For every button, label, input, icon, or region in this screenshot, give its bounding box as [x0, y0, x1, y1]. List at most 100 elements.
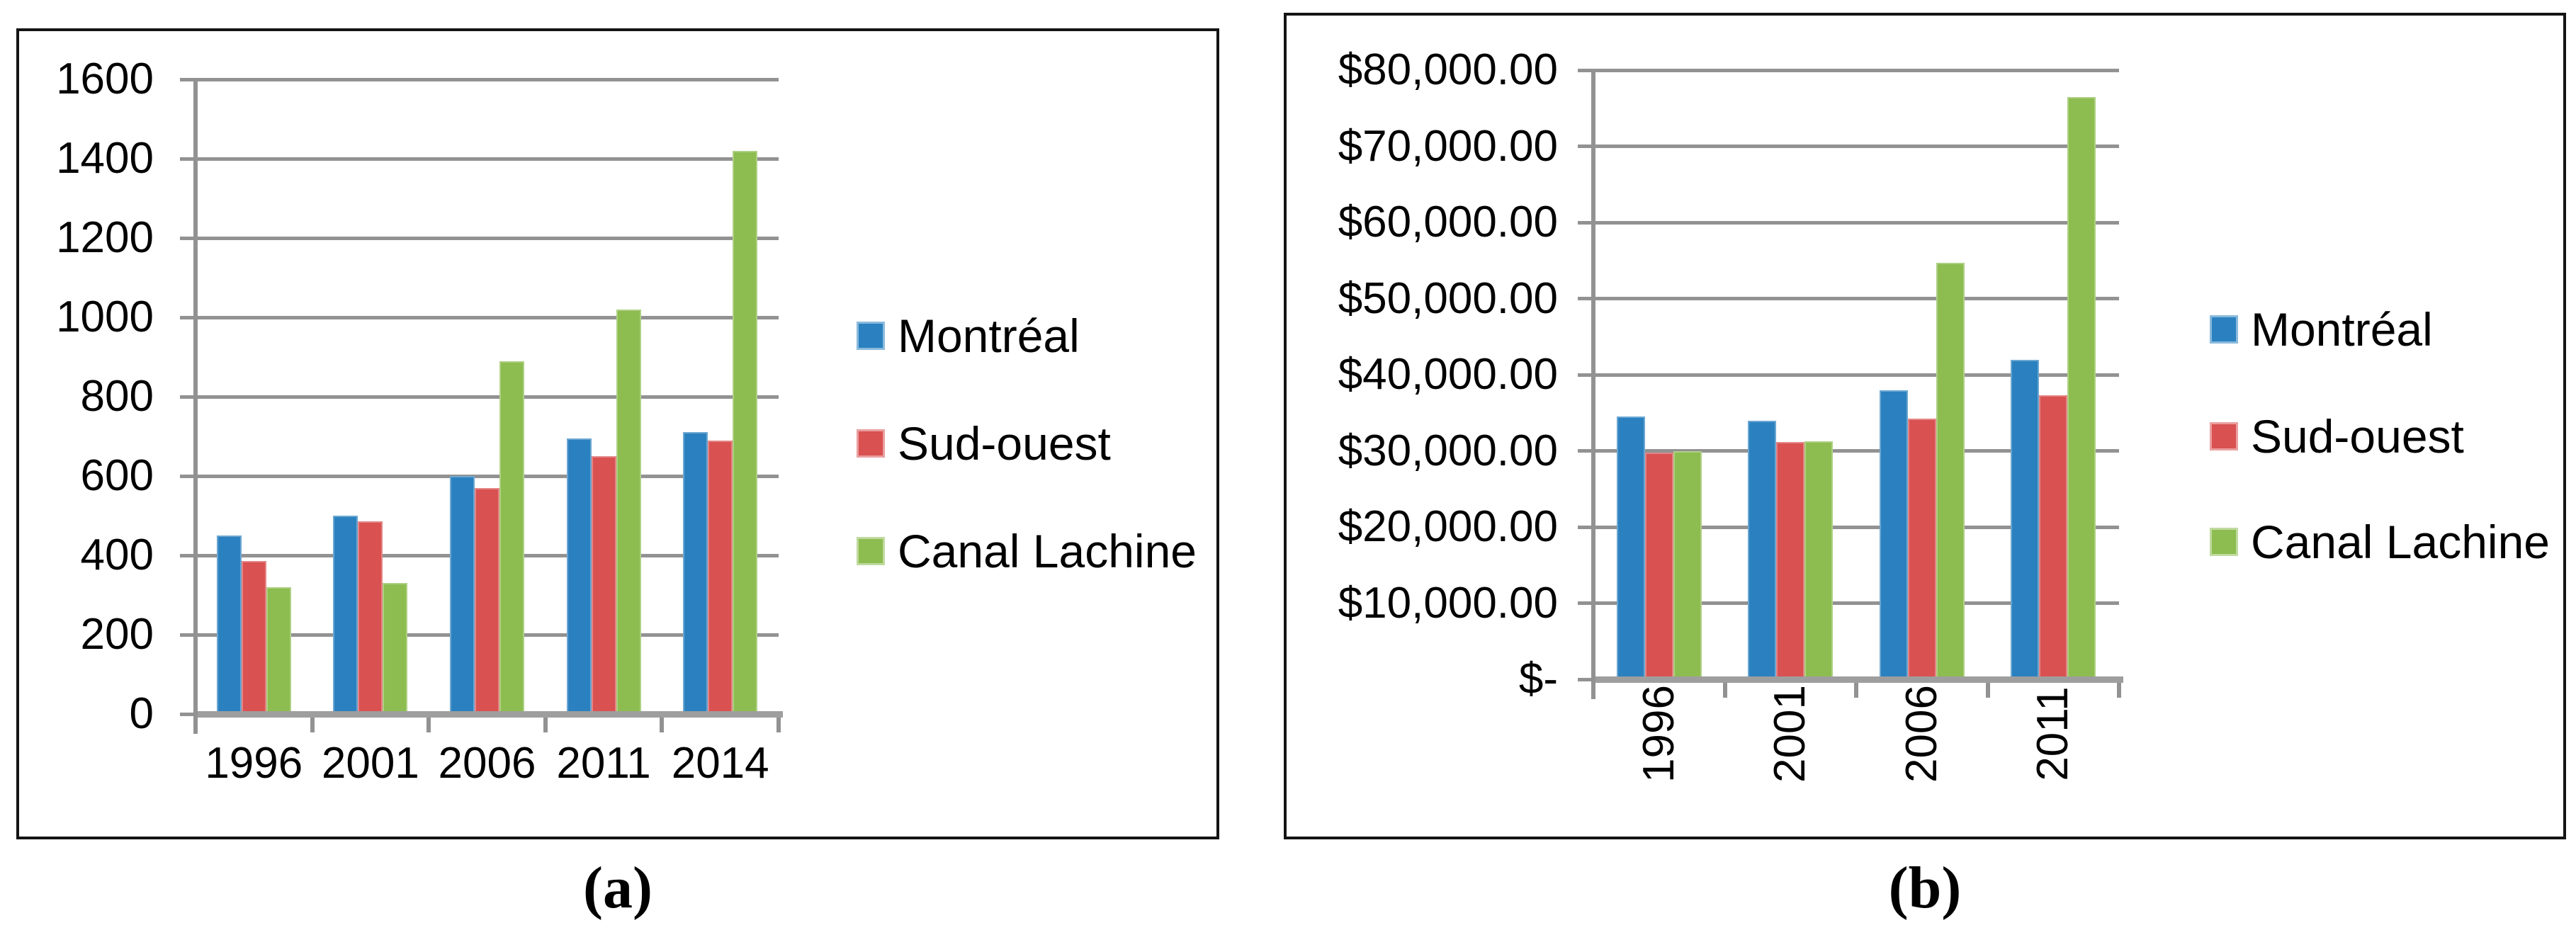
legend-item-montr-al: Montréal — [2210, 300, 2433, 359]
bar-montr-al-2011 — [566, 438, 592, 714]
caption-b: (b) — [1888, 855, 1962, 921]
legend-label: Canal Lachine — [898, 525, 1197, 577]
gridline — [1593, 373, 2119, 377]
bar-canal-lachine-2006 — [1936, 262, 1965, 679]
y-tick-label: $40,000.00 — [1338, 350, 1558, 399]
x-tick-label: 1996 — [205, 739, 303, 788]
legend-item-canal-lachine: Canal Lachine — [857, 521, 1197, 581]
bar-canal-lachine-2001 — [383, 583, 408, 714]
bar-canal-lachine-2014 — [733, 150, 758, 714]
x-tick-label: 2011 — [556, 739, 651, 788]
y-tick-label: $70,000.00 — [1338, 121, 1558, 171]
bar-montr-al-2006 — [1879, 390, 1908, 679]
plot-area-a: 0 200 400 600 800 1000 1200 1400 1600 1996 2001 200… — [19, 31, 1216, 837]
y-axis-tick — [1578, 220, 1593, 225]
y-tick-label: $- — [1518, 654, 1558, 703]
legend-swatch — [2210, 528, 2238, 556]
bar-sud-ouest-1996 — [1644, 452, 1673, 679]
legend-label: Montréal — [898, 310, 1080, 362]
bar-canal-lachine-2006 — [499, 361, 524, 714]
plot-area-b: $- $10,000.00 $20,000.00 $30,000.00 $40,000.… — [1287, 16, 2563, 837]
gridline — [196, 157, 779, 161]
legend-swatch — [857, 322, 885, 350]
legend-label: Sud-ouest — [2251, 410, 2464, 463]
bar-sud-ouest-2006 — [1907, 419, 1936, 679]
y-tick-label: $20,000.00 — [1338, 502, 1558, 551]
bar-sud-ouest-2001 — [1776, 441, 1805, 679]
x-axis-tick — [1722, 679, 1727, 698]
bar-montr-al-2006 — [450, 476, 475, 714]
bar-canal-lachine-1996 — [266, 586, 291, 714]
legend-swatch — [2210, 422, 2238, 450]
y-axis-tick — [180, 315, 196, 319]
legend-label: Sud-ouest — [898, 417, 1111, 470]
x-axis-tick — [1985, 679, 1990, 698]
bar-sud-ouest-2001 — [358, 521, 383, 714]
gridline — [196, 77, 779, 81]
legend-item-montr-al: Montréal — [857, 306, 1080, 366]
x-axis-tick — [776, 714, 781, 732]
y-tick-label: $50,000.00 — [1338, 273, 1558, 323]
y-tick-label: $30,000.00 — [1338, 426, 1558, 475]
y-tick-label: 1000 — [56, 293, 154, 341]
bar-montr-al-2014 — [683, 432, 708, 714]
y-axis-tick — [1578, 601, 1593, 605]
y-axis-tick — [1578, 677, 1593, 681]
x-axis-tick — [543, 714, 548, 732]
bar-sud-ouest-2011 — [591, 456, 616, 714]
y-axis-line — [193, 79, 198, 734]
gridline — [1593, 449, 2119, 453]
y-tick-label: $80,000.00 — [1338, 45, 1558, 94]
y-tick-label: 1200 — [56, 213, 154, 262]
bar-sud-ouest-1996 — [241, 561, 266, 714]
legend-swatch — [857, 429, 885, 458]
x-axis-line — [193, 710, 783, 718]
bar-canal-lachine-1996 — [1673, 450, 1702, 679]
gridline — [196, 315, 779, 319]
x-tick-label: 2001 — [321, 739, 419, 788]
bar-sud-ouest-2014 — [708, 440, 733, 714]
legend-swatch — [2210, 315, 2238, 344]
x-tick-label: 2006 — [1897, 685, 1946, 783]
x-tick-label: 2001 — [1766, 685, 1815, 783]
gridline — [1593, 297, 2119, 300]
x-tick-label: 2011 — [2028, 686, 2078, 781]
x-axis-tick — [2117, 679, 2121, 698]
chart-panel-a: 0 200 400 600 800 1000 1200 1400 1600 1996 2001 200… — [16, 28, 1219, 839]
y-tick-label: 1600 — [56, 55, 154, 103]
gridline — [196, 474, 779, 478]
bar-montr-al-2001 — [1748, 420, 1777, 679]
y-axis-tick — [1578, 373, 1593, 377]
gridline — [1593, 601, 2119, 605]
legend-item-canal-lachine: Canal Lachine — [2210, 512, 2550, 572]
y-axis-tick — [1578, 68, 1593, 72]
legend-label: Montréal — [2251, 303, 2433, 356]
bar-montr-al-1996 — [216, 536, 242, 714]
x-axis-tick — [426, 714, 431, 732]
y-axis-tick — [180, 236, 196, 240]
y-axis-tick — [180, 553, 196, 557]
legend-item-sud-ouest: Sud-ouest — [2210, 407, 2464, 466]
legend-item-sud-ouest: Sud-ouest — [857, 414, 1111, 473]
y-tick-label: $60,000.00 — [1338, 198, 1558, 246]
y-tick-label: 1400 — [56, 134, 154, 183]
gridline — [1593, 525, 2119, 529]
y-axis-tick — [1578, 144, 1593, 148]
x-axis-tick — [660, 714, 665, 732]
y-axis-tick — [180, 474, 196, 478]
y-axis-tick — [180, 77, 196, 81]
gridline — [196, 395, 779, 399]
x-tick-label: 2014 — [671, 739, 769, 788]
bar-sud-ouest-2006 — [475, 487, 499, 714]
bar-canal-lachine-2001 — [1804, 441, 1834, 679]
y-axis-tick — [180, 712, 196, 716]
bar-canal-lachine-2011 — [2067, 96, 2096, 679]
y-axis-line — [1591, 70, 1595, 699]
y-axis-tick — [180, 633, 196, 637]
y-axis-tick — [1578, 449, 1593, 453]
bar-montr-al-2001 — [333, 516, 358, 714]
legend-label: Canal Lachine — [2251, 516, 2550, 568]
bar-canal-lachine-2011 — [616, 309, 641, 714]
y-axis-tick — [180, 395, 196, 399]
bar-montr-al-2011 — [2011, 359, 2040, 679]
